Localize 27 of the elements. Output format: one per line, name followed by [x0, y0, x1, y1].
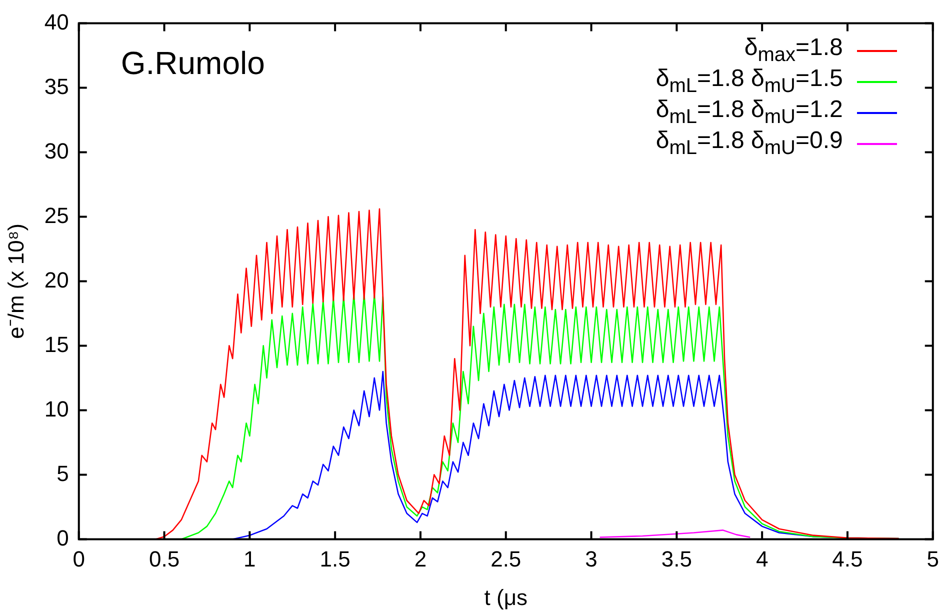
y-tick-label: 5: [56, 460, 69, 486]
x-tick-label: 5: [926, 546, 940, 572]
y-tick-label: 15: [44, 332, 69, 357]
legend-label: δ$_{mL}$=1.8 δ$_{mU}$=0.9: [656, 127, 843, 160]
y-tick-label: 20: [44, 267, 69, 292]
x-tick-label: 1: [244, 546, 256, 572]
y-tick-label: 30: [44, 138, 69, 164]
x-tick-label: 0: [72, 546, 85, 572]
y-tick-label: 35: [44, 74, 69, 99]
legend-label: δ$_{mL}$=1.8 δ$_{mU}$=1.2: [656, 96, 843, 130]
y-axis-title: e⁻/m (x 10⁸): [3, 224, 28, 339]
x-tick-label: 2: [414, 546, 427, 572]
y-tick-label: 10: [44, 396, 69, 422]
legend-label: δ$_{max}$=1.8: [744, 34, 843, 68]
legend-label: δ$_{mL}$=1.8 δ$_{mU}$=1.5: [656, 65, 843, 98]
y-tick-label: 0: [56, 525, 69, 550]
y-tick-label: 40: [44, 9, 69, 34]
x-tick-label: 2.5: [490, 546, 522, 572]
y-tick-label: 25: [44, 202, 69, 228]
x-tick-label: 4.5: [832, 546, 863, 572]
x-tick-label: 0.5: [148, 546, 180, 572]
x-tick-label: 3: [585, 546, 598, 572]
x-tick-label: 3.5: [661, 546, 692, 572]
x-tick-label: 4: [756, 546, 768, 572]
x-tick-label: 1.5: [320, 546, 350, 572]
x-axis-title: t (μs: [484, 584, 528, 610]
annotation: G.Rumolo: [120, 45, 265, 82]
